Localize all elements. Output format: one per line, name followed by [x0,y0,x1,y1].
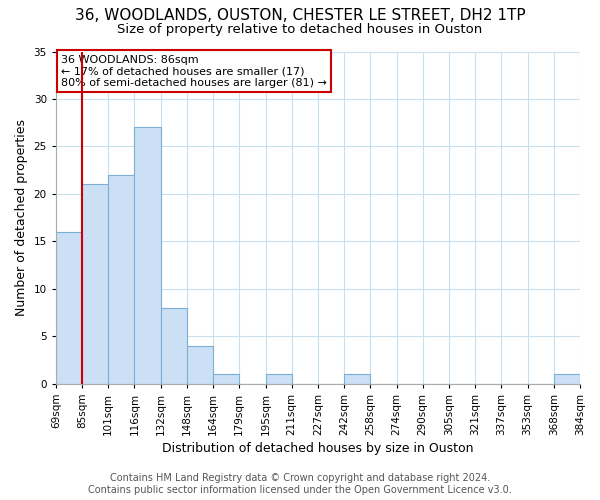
Bar [161,308,187,384]
Text: 36, WOODLANDS, OUSTON, CHESTER LE STREET, DH2 1TP: 36, WOODLANDS, OUSTON, CHESTER LE STREET… [74,8,526,22]
Bar [344,374,370,384]
Text: Contains HM Land Registry data © Crown copyright and database right 2024.
Contai: Contains HM Land Registry data © Crown c… [88,474,512,495]
Bar [554,374,580,384]
Bar [213,374,239,384]
Bar [134,128,161,384]
Bar [187,346,213,384]
Bar [56,232,82,384]
Y-axis label: Number of detached properties: Number of detached properties [15,119,28,316]
Text: 36 WOODLANDS: 86sqm
← 17% of detached houses are smaller (17)
80% of semi-detach: 36 WOODLANDS: 86sqm ← 17% of detached ho… [61,55,327,88]
Bar [265,374,292,384]
Bar [82,184,108,384]
Text: Size of property relative to detached houses in Ouston: Size of property relative to detached ho… [118,22,482,36]
X-axis label: Distribution of detached houses by size in Ouston: Distribution of detached houses by size … [162,442,473,455]
Bar [108,175,134,384]
